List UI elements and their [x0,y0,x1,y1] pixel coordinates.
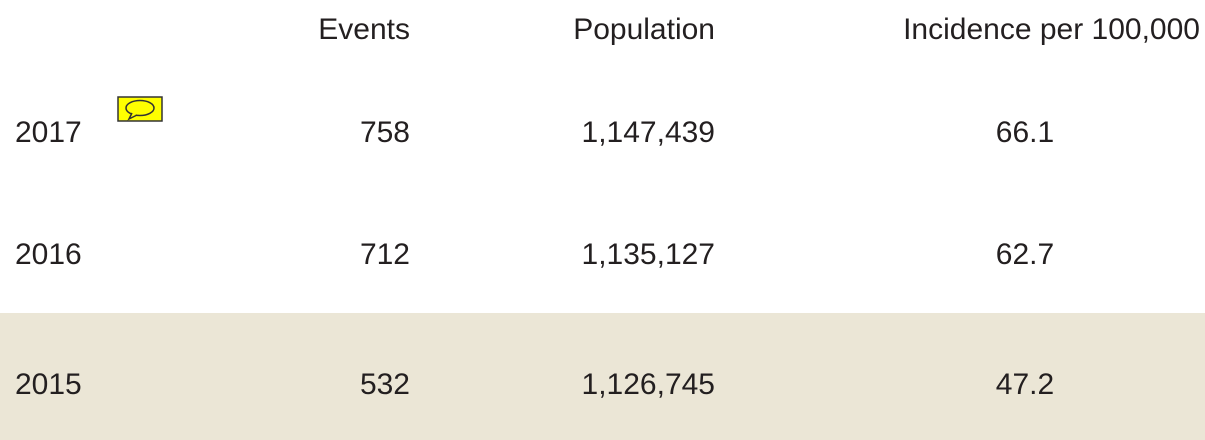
header-cell: Population [573,13,715,46]
header-cell: Events [318,13,410,46]
population-cell: 1,126,745 [581,368,715,401]
header-cell: Incidence per 100,000 [903,13,1200,46]
year-cell: 2016 [15,238,82,271]
incidence-cell: 62.7 [995,238,1055,271]
population-cell: 1,147,439 [581,116,715,149]
events-cell: 712 [359,238,410,271]
population-cell: 1,135,127 [581,238,715,271]
year-cell: 2017 [15,116,82,149]
highlight-row [0,313,1205,440]
year-cell: 2015 [15,368,82,401]
incidence-cell: 47.2 [995,368,1055,401]
events-cell: 532 [359,368,410,401]
comment-icon[interactable] [117,96,163,122]
events-cell: 758 [359,116,410,149]
incidence-cell: 66.1 [995,116,1055,149]
